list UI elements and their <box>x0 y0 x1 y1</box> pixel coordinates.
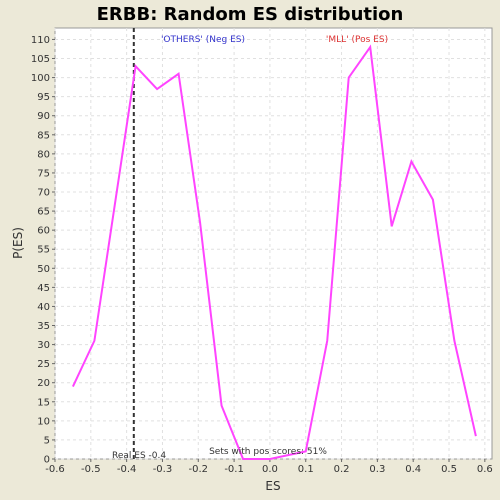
x-tick-label: 0.2 <box>334 464 350 475</box>
y-tick-label: 25 <box>37 359 50 370</box>
x-tick-label: 0.5 <box>441 464 457 475</box>
x-tick-label: -0.5 <box>81 464 101 475</box>
x-tick-label: -0.1 <box>224 464 244 475</box>
y-tick-label: 85 <box>37 130 50 141</box>
x-tick-label: 0.4 <box>405 464 421 475</box>
x-tick-label: -0.4 <box>117 464 137 475</box>
x-tick-label: 0.6 <box>477 464 493 475</box>
x-tick-label: 0.0 <box>262 464 278 475</box>
y-tick-label: 90 <box>37 111 50 122</box>
y-tick-label: 110 <box>31 35 50 46</box>
y-tick-label: 5 <box>44 435 50 446</box>
chart-title: ERBB: Random ES distribution <box>97 4 404 25</box>
y-tick-label: 75 <box>37 168 50 179</box>
y-tick-label: 80 <box>37 149 50 160</box>
x-tick-label: -0.6 <box>45 464 65 475</box>
y-tick-label: 10 <box>37 416 50 427</box>
y-tick-label: 70 <box>37 188 50 199</box>
pos-scores-label: Sets with pos scores: 51% <box>209 447 327 457</box>
y-tick-label: 65 <box>37 207 50 218</box>
y-tick-label: 55 <box>37 245 50 256</box>
y-tick-label: 45 <box>37 283 50 294</box>
x-tick-label: 0.1 <box>298 464 314 475</box>
y-tick-label: 100 <box>31 73 50 84</box>
y-axis-label: P(ES) <box>11 227 25 259</box>
pos-es-label: 'MLL' (Pos ES) <box>326 35 388 45</box>
neg-es-label: 'OTHERS' (Neg ES) <box>161 35 245 45</box>
x-tick-label: -0.2 <box>189 464 209 475</box>
y-tick-label: 30 <box>37 340 50 351</box>
x-tick-label: 0.3 <box>369 464 385 475</box>
plot-area <box>54 27 493 460</box>
y-tick-label: 20 <box>37 378 50 389</box>
y-tick-label: 60 <box>37 226 50 237</box>
y-tick-label: 95 <box>37 92 50 103</box>
y-tick-label: 50 <box>37 264 50 275</box>
x-tick-labels: -0.6 -0.5 -0.4 -0.3 -0.2 -0.1 0.0 0.1 0.2 0.3 0.4 0… <box>45 464 493 475</box>
y-tick-label: 35 <box>37 321 50 332</box>
x-axis-label: ES <box>265 479 280 493</box>
series-line <box>72 44 477 460</box>
y-tick-label: 40 <box>37 302 50 313</box>
real-es-label: Real ES -0.4 <box>112 451 166 461</box>
y-tick-label: 0 <box>44 455 50 466</box>
gridlines <box>54 28 492 460</box>
y-tick-label: 105 <box>31 54 50 65</box>
y-tick-label: 15 <box>37 397 50 408</box>
x-tick-label: -0.3 <box>153 464 173 475</box>
y-tick-labels: 0 5 10 15 20 25 30 35 40 45 50 55 60 65 70 75 80 85 90 95 10… <box>31 35 50 466</box>
